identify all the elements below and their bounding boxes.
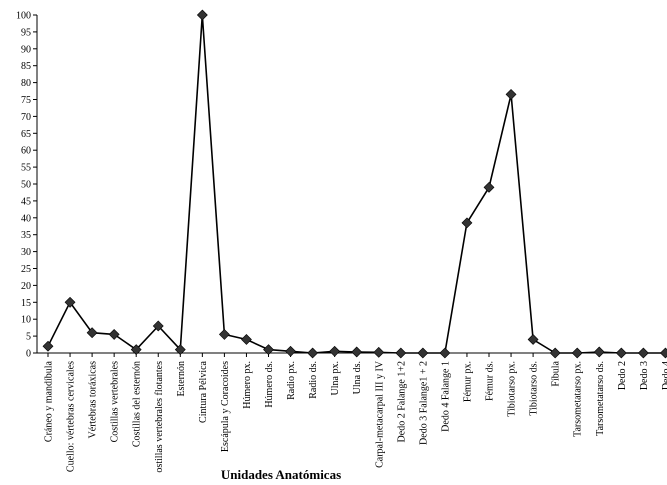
x-tick-label: Tarsometatarso px. bbox=[573, 361, 584, 437]
y-tick-label: 95 bbox=[21, 27, 31, 38]
y-tick-label: 20 bbox=[21, 281, 31, 292]
y-tick-label: 85 bbox=[21, 61, 31, 72]
data-point-marker bbox=[659, 347, 667, 359]
y-tick-label: 55 bbox=[21, 163, 31, 174]
y-tick-label: 70 bbox=[21, 112, 31, 123]
x-tick-label: Carpal-metacarpal III y IV bbox=[374, 360, 385, 468]
data-point-marker bbox=[307, 347, 319, 359]
x-tick-label: Costillas del esternón bbox=[132, 361, 143, 447]
y-tick-label: 15 bbox=[21, 298, 31, 309]
data-point-marker bbox=[395, 347, 407, 359]
data-point-marker bbox=[64, 296, 76, 308]
x-tick-label: Vértebras toráxicas bbox=[88, 361, 99, 439]
data-point-marker bbox=[527, 334, 539, 345]
y-tick-label: 25 bbox=[21, 264, 31, 275]
x-tick-label: Escápula y Coracoides bbox=[220, 361, 231, 452]
y-tick-label: 35 bbox=[21, 230, 31, 241]
x-tick-label: Ulna px. bbox=[330, 361, 341, 395]
data-point-marker bbox=[483, 181, 495, 193]
data-point-marker bbox=[615, 347, 627, 359]
data-point-marker bbox=[461, 217, 473, 229]
x-tick-label: Dedo 2 Falange 1+2 bbox=[396, 361, 407, 442]
x-tick-label: Dedo 3 bbox=[639, 361, 650, 390]
data-point-marker bbox=[86, 327, 98, 339]
data-point-marker bbox=[42, 340, 54, 352]
data-point-marker bbox=[329, 345, 341, 357]
x-tick-label: Costillas vertebrales bbox=[110, 361, 121, 442]
data-point-marker bbox=[196, 9, 208, 21]
plot-area: 0 5 10 15 20 25 30 35 40 45 50 55 60 65 70 75 80 85 90 95 10… bbox=[16, 9, 667, 473]
x-tick-label: Tibiotarso ds. bbox=[529, 361, 540, 416]
y-tick-label: 50 bbox=[21, 180, 31, 191]
x-tick-label: Tibiotarso px. bbox=[507, 361, 518, 417]
y-tick-label: 0 bbox=[26, 349, 31, 360]
data-point-marker bbox=[593, 346, 605, 358]
x-tick-label: Dedo 2 bbox=[617, 361, 628, 390]
x-tick-label: Dedo 4 Falange 1 bbox=[440, 361, 451, 432]
y-tick-label: 65 bbox=[21, 129, 31, 140]
data-point-marker bbox=[152, 320, 164, 332]
x-tick-label: Fíbula bbox=[551, 360, 562, 386]
y-tick-label: 10 bbox=[21, 315, 31, 326]
y-tick-label: 45 bbox=[21, 196, 31, 207]
data-point-marker bbox=[241, 334, 252, 345]
x-tick-label: Dedo 4 bbox=[661, 361, 667, 390]
x-tick-label: Cintura Pélvica bbox=[198, 360, 209, 422]
x-tick-label: Fémur px. bbox=[462, 361, 473, 402]
data-point-marker bbox=[130, 344, 142, 356]
x-tick-label: Radio ds. bbox=[308, 361, 319, 399]
data-point-marker bbox=[174, 344, 186, 356]
x-tick-label: Radio px. bbox=[286, 361, 297, 400]
data-point-marker bbox=[285, 345, 296, 357]
data-point-marker bbox=[373, 346, 385, 358]
series-line bbox=[47, 14, 666, 354]
x-tick-label: ostillas vertebrales flotantes bbox=[154, 361, 165, 473]
data-point-marker bbox=[637, 347, 649, 359]
y-tick-label: 5 bbox=[26, 332, 31, 343]
y-tick-label: 30 bbox=[21, 247, 31, 258]
x-axis-label: Unidades Anatómicas bbox=[221, 467, 341, 482]
x-tick-label: Húmero px. bbox=[242, 361, 253, 409]
y-tick-label: 40 bbox=[21, 213, 31, 224]
data-point-marker bbox=[549, 347, 561, 359]
x-tick-label: Húmero ds. bbox=[264, 361, 275, 408]
x-tick-label: Dedo 3 Falange1 + 2 bbox=[418, 361, 429, 445]
data-point-marker bbox=[439, 347, 451, 359]
x-tick-label: Fémur ds. bbox=[485, 361, 496, 401]
data-point-marker bbox=[263, 344, 274, 356]
y-tick-label: 75 bbox=[21, 95, 31, 106]
data-point-marker bbox=[417, 347, 429, 359]
x-tick-label: Cuello: vértebras cervicales bbox=[66, 361, 77, 472]
y-tick-label: 100 bbox=[16, 11, 31, 22]
y-tick-label: 60 bbox=[21, 146, 31, 157]
data-point-marker bbox=[218, 328, 230, 340]
data-point-marker bbox=[108, 328, 120, 340]
x-tick-label: Ulna ds. bbox=[352, 361, 363, 394]
data-point-marker bbox=[351, 346, 363, 358]
data-point-marker bbox=[505, 89, 517, 100]
data-point-marker bbox=[571, 347, 583, 359]
y-tick-label: 90 bbox=[21, 44, 31, 55]
y-tick-label: 80 bbox=[21, 78, 31, 89]
x-tick-label: Tarsometatarso ds. bbox=[595, 361, 606, 436]
x-tick-label: Cráneo y mandíbula bbox=[44, 360, 55, 442]
x-tick-label: Esternón bbox=[176, 361, 187, 397]
